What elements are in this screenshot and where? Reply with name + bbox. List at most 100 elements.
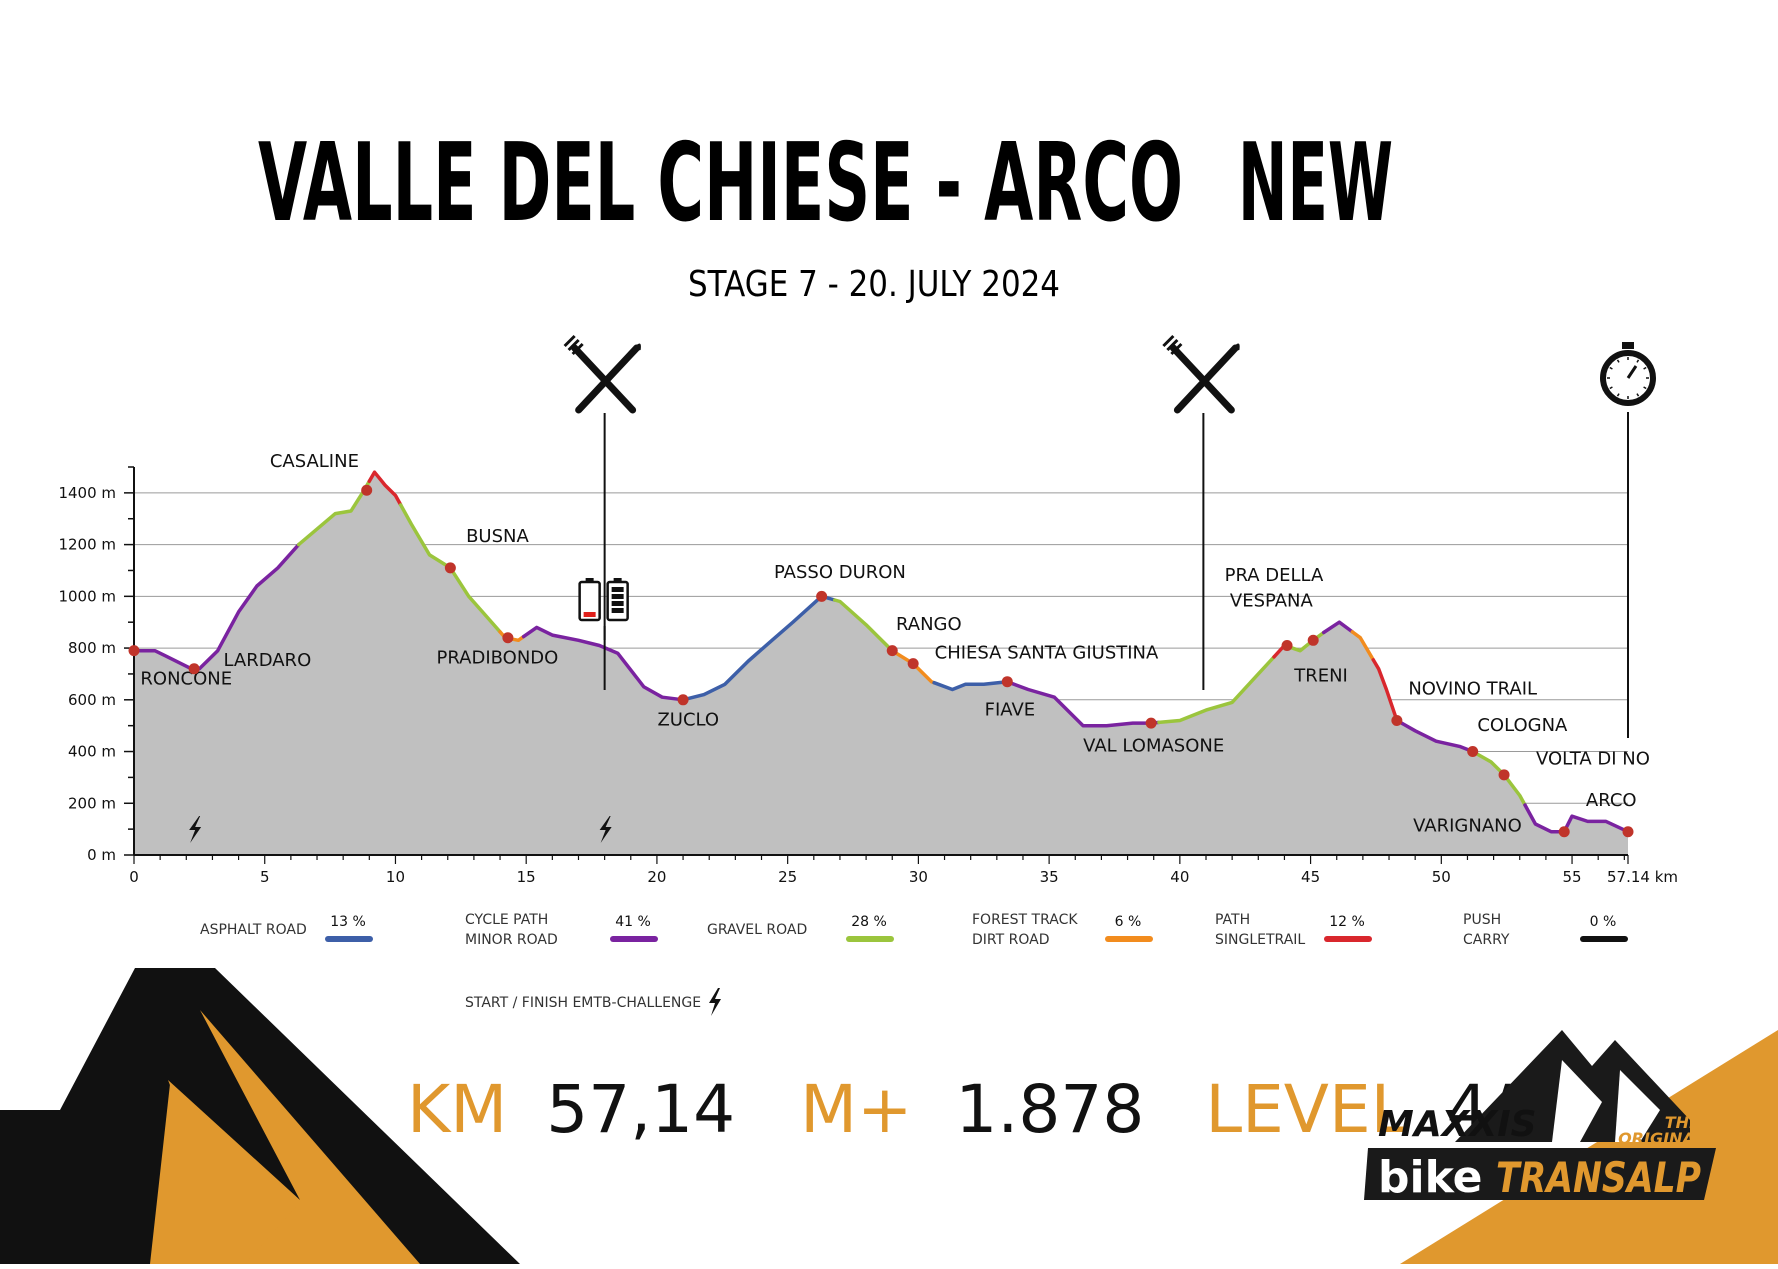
profile-surface-lines [132,470,1630,834]
surface-segment [832,598,894,653]
place-marker: CHIESA SANTA GIUSTINA [907,642,1159,670]
decorative-corner-right [1400,1030,1778,1264]
place-marker: RONCONE [128,645,232,689]
surface-segment [1321,620,1355,635]
place-label: CASALINE [270,451,359,472]
fork-knife-icon [1162,334,1240,414]
lightning-icon [709,988,721,1016]
y-tick-label: 600 m [68,691,116,709]
y-tick-label: 1200 m [58,536,116,554]
legend-item: ASPHALT ROAD 13 % [200,914,373,942]
profile-area [134,472,1628,855]
legend-item: PUSH CARRY 0 % [1463,912,1628,948]
legend-percent: 6 % [1115,914,1142,930]
feed-station [563,334,641,690]
place-marker: VOLTA DI NO [1498,748,1650,781]
place-label: VARIGNANO [1413,816,1522,837]
place-dot [886,645,898,657]
stopwatch-icon [1600,342,1656,406]
maxxis-logo-text: MAXXIS [1378,1104,1537,1145]
x-tick-label: 15 [517,868,536,886]
place-dot [128,645,140,657]
place-dot [907,658,919,670]
x-tick-label: 5 [260,868,270,886]
place-label: FIAVE [985,699,1036,720]
place-marker: BUSNA [444,526,529,574]
place-marker: PRA DELLA [1225,565,1324,651]
legend-label: MINOR ROAD [465,932,558,948]
x-tick-label: 10 [386,868,405,886]
elevation-value: 1.878 [955,1071,1144,1148]
place-marker: PASSO DURON [774,562,906,602]
place-marker: VAL LOMASONE [1083,717,1224,757]
place-label: COLOGNA [1477,715,1568,736]
place-dot [1307,634,1319,646]
logo-bike-text: bike [1378,1152,1483,1203]
x-tick-label: 25 [778,868,797,886]
the-original-text-2: ORIGINAL [1618,1129,1705,1148]
place-label: TRENI [1293,666,1348,687]
x-tick-label: 50 [1432,868,1451,886]
legend-item: FOREST TRACK DIRT ROAD 6 % [972,912,1153,948]
fork-knife-icon [563,334,641,414]
place-marker: NOVINO TRAIL [1391,679,1537,726]
place-marker: VARIGNANO [1413,816,1570,838]
surface-segment [398,503,453,570]
page-title: VALLE DEL CHIESE - ARCO [258,121,1183,246]
place-label: CHIESA SANTA GIUSTINA [935,642,1159,663]
place-dot [816,590,828,602]
legend-label: PUSH [1463,912,1501,928]
place-label: PASSO DURON [774,562,906,583]
surface-segment [681,594,837,702]
x-tick-label: 55 [1563,868,1582,886]
place-marker: ZUCLO [657,694,719,731]
x-tick-label: 40 [1170,868,1189,886]
place-label: PRA DELLA [1225,565,1324,586]
svg-text:KM 57,14 M+: KM 57,14 M+ 1.878 LEVEL 4/5 [407,1071,1553,1148]
surface-segment [1157,655,1276,725]
legend-percent: 13 % [330,914,366,930]
legend-label: GRAVEL ROAD [707,922,807,938]
emtb-note: START / FINISH EMTB-CHALLENGE [465,995,701,1011]
km-value: 57,14 [546,1071,735,1148]
place-dot [444,562,456,574]
place-label: VESPANA [1230,591,1314,612]
surface-segment [448,566,502,634]
legend-item: CYCLE PATH MINOR ROAD 41 % [465,912,658,948]
surface-legend: ASPHALT ROAD 13 % CYCLE PATH MINOR ROAD 41 %… [200,912,1628,948]
place-dot [502,632,514,644]
finish-station [1600,342,1656,738]
station-markers [189,334,1656,843]
place-label: VOLTA DI NO [1536,748,1650,769]
page-subtitle: STAGE 7 - 20. JULY 2024 [688,264,1060,305]
place-marker: TRENI [1293,634,1348,687]
emtb-legend: START / FINISH EMTB-CHALLENGE [465,988,721,1016]
surface-segment [932,679,1010,692]
the-original-text-1: THE [1665,1113,1700,1132]
place-label: RONCONE [140,668,232,689]
place-dot [1001,676,1013,688]
place-dot [677,694,689,706]
place-dot [1281,639,1293,651]
new-badge: NEW [1238,121,1393,246]
level-label: LEVEL [1205,1071,1407,1148]
place-dot [361,484,373,496]
x-end-label: 57.14 km [1607,868,1678,886]
surface-segment [1523,803,1630,834]
x-tick-label: 0 [129,868,139,886]
place-dot [1558,826,1570,838]
legend-label: CARRY [1463,932,1510,948]
y-tick-labels: 0 m 200 m 400 m 600 m 800 m 1000 m 1200 m 1400 … [58,484,116,864]
place-label: RANGO [896,614,962,635]
surface-segment [521,625,685,702]
place-marker: PRADIBONDO [437,632,558,669]
place-label: BUSNA [466,526,529,547]
place-label: ZUCLO [657,710,719,731]
legend-percent: 0 % [1590,914,1617,930]
y-tick-label: 200 m [68,794,116,812]
legend-percent: 41 % [615,914,651,930]
legend-label: FOREST TRACK [972,912,1078,928]
place-dot [1467,746,1479,758]
